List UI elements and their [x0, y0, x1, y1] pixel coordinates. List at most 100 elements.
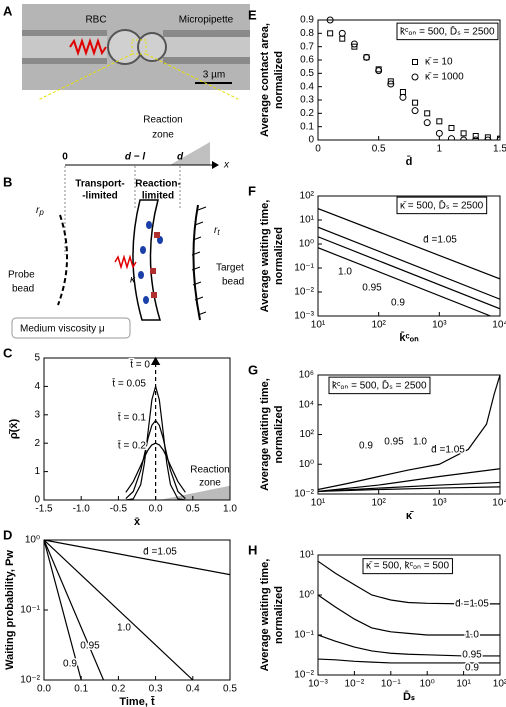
series-label: 1.0 — [413, 437, 427, 448]
medium-label: Medium viscosity μ — [20, 324, 105, 335]
y-tick-label: 0.9 — [300, 15, 314, 26]
plot-area — [326, 16, 500, 140]
x-tick-label: 10⁴ — [492, 320, 506, 331]
series-label: d̄ =1.05 — [455, 599, 489, 610]
series-label: t̄ = 0.1 — [117, 411, 146, 423]
y-tick-label: 0.8 — [300, 28, 314, 39]
rt-main: r — [214, 225, 218, 236]
y-tick-label: 2 — [34, 438, 40, 449]
plot-frame — [317, 554, 501, 676]
series-line — [318, 226, 500, 300]
series-label: 0.9 — [63, 659, 77, 670]
note-box — [362, 558, 453, 575]
y-axis-label: Average waiting time, — [259, 559, 271, 672]
point — [399, 89, 406, 95]
x-axis-label: k̄ᶜₒₙ — [399, 332, 419, 344]
x-tick-label: 0.1 — [74, 684, 88, 695]
x-tick-label: 0.0 — [37, 684, 51, 695]
zone-label: Reaction — [143, 115, 182, 126]
x-axis-label: D̄ₛ — [403, 691, 415, 703]
panel-label: H — [248, 542, 257, 557]
membrane — [132, 199, 162, 321]
tick-label: 0 — [62, 152, 68, 163]
medium-box — [11, 317, 131, 339]
x-tick-label: 0.5 — [372, 144, 386, 155]
legend-label: κ̄ = 10 — [425, 57, 453, 68]
x-tick-label: 10¹ — [311, 320, 326, 331]
zone-label: zone — [152, 130, 174, 141]
point — [484, 134, 491, 140]
note: κ̄ = 500, D̄ₛ = 2500 — [400, 199, 484, 212]
point — [326, 16, 334, 24]
y-axis-label: normalized — [273, 405, 285, 463]
y-tick-label: 10⁶ — [299, 370, 314, 381]
panel-label: E — [248, 7, 257, 22]
y-tick-label: 10⁻¹ — [294, 630, 314, 641]
y-tick-label: 0.1 — [300, 121, 314, 132]
x-tick-label: 1.5 — [493, 144, 506, 155]
region-label: Transport- — [75, 179, 124, 190]
point — [399, 93, 407, 101]
region-label: limited — [142, 191, 174, 202]
x-tick-label: 10² — [371, 320, 386, 331]
panel-label: B — [3, 174, 12, 189]
point — [435, 129, 443, 137]
x-tick-label: 10⁻² — [345, 679, 365, 690]
x-tick-label: 0.5 — [223, 684, 237, 695]
point — [447, 135, 455, 140]
y-axis-label: normalized — [273, 227, 285, 285]
x-axis-label: d̄ — [406, 156, 413, 168]
series-label: 1.0 — [465, 630, 479, 641]
series-line — [318, 374, 500, 491]
region-label: -limited — [82, 191, 118, 202]
zone-shade — [170, 142, 210, 165]
note-box — [328, 376, 431, 395]
legend-label: κ̄ = 1000 — [425, 72, 464, 83]
series-line — [318, 594, 500, 636]
series-label: 0.9 — [465, 663, 479, 674]
y-axis-label: Average contact area, — [259, 23, 271, 137]
series-line — [44, 539, 105, 680]
series-label: 0.9 — [391, 298, 405, 309]
point — [327, 30, 334, 37]
x-tick-label: -1.0 — [73, 504, 91, 515]
region-label: Reaction- — [135, 179, 181, 190]
x-tick-label: 10³ — [432, 320, 447, 331]
x-tick-label: 10⁻¹ — [381, 679, 401, 690]
x-tick-label: -1.5 — [35, 504, 53, 515]
x-tick-label: 0.0 — [149, 504, 163, 515]
y-tick-label: 5 — [34, 353, 40, 364]
series-label: 0.95 — [462, 650, 482, 661]
pipette-label: Micropipette — [179, 15, 234, 26]
y-tick-label: 10⁰ — [299, 459, 314, 470]
y-tick-label: 10⁰ — [25, 535, 40, 546]
series-line — [318, 468, 500, 492]
target-bead — [192, 204, 201, 321]
point — [375, 67, 383, 75]
rbc-label: RBC — [85, 15, 106, 26]
x-tick-label: 0.5 — [186, 504, 200, 515]
series-line — [318, 634, 500, 657]
point — [472, 136, 480, 140]
series-line — [318, 658, 500, 664]
series-label: 0.95 — [80, 641, 100, 652]
series-label: t̄ = 0.2 — [117, 439, 146, 451]
x-tick-label: 10³ — [432, 498, 447, 509]
tick-label: d − l — [125, 152, 146, 163]
point — [387, 80, 395, 88]
target-label: bead — [222, 277, 244, 288]
y-tick-label: 10⁻³ — [294, 311, 314, 322]
x-tick-label: 10¹ — [456, 679, 471, 690]
panel-label: C — [3, 345, 13, 360]
rp-main: r — [36, 205, 40, 216]
y-tick-label: 10⁻² — [294, 489, 314, 500]
point — [351, 43, 358, 50]
y-tick-label: 10⁴ — [299, 399, 314, 410]
point — [436, 118, 443, 125]
y-tick-label: 10² — [300, 191, 315, 202]
probe-label: bead — [12, 284, 34, 295]
series-line — [318, 236, 500, 310]
series-line — [318, 247, 491, 316]
panel-label: F — [248, 183, 256, 198]
zone-label: zone — [199, 478, 221, 489]
